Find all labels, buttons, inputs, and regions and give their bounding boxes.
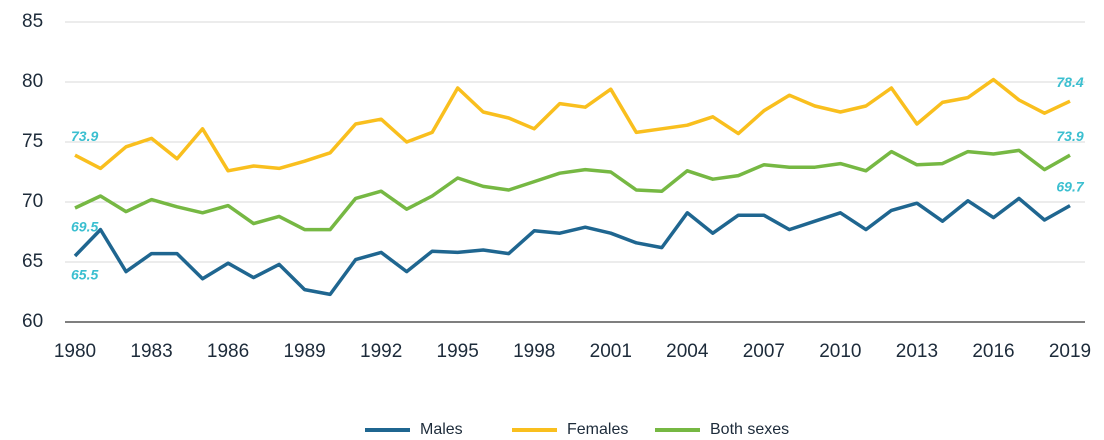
x-tick-label: 1983 <box>130 341 172 362</box>
value-label: 65.5 <box>71 267 98 283</box>
legend-label: Males <box>420 421 463 438</box>
series-line <box>74 148 1071 232</box>
x-tick-label: 1995 <box>437 341 479 362</box>
value-label: 78.4 <box>1056 74 1083 90</box>
x-tick-label: 2001 <box>590 341 632 362</box>
value-label: 73.9 <box>1056 128 1083 144</box>
x-tick-label: 1986 <box>207 341 249 362</box>
y-tick-label: 65 <box>22 251 43 272</box>
x-tick-label: 2010 <box>819 341 861 362</box>
value-label: 69.5 <box>71 219 98 235</box>
series-line <box>73 196 1071 297</box>
y-tick-label: 70 <box>22 191 43 212</box>
y-tick-label: 75 <box>22 131 43 152</box>
value-label: 69.7 <box>1056 178 1084 194</box>
y-tick-label: 60 <box>22 311 43 332</box>
y-tick-label: 80 <box>22 71 43 92</box>
x-tick-label: 2004 <box>666 341 709 362</box>
x-tick-label: 2007 <box>743 341 785 362</box>
x-tick-label: 1992 <box>360 341 402 362</box>
x-tick-label: 1980 <box>54 341 96 362</box>
legend-label: Both sexes <box>710 421 789 438</box>
x-tick-label: 2013 <box>896 341 938 362</box>
x-tick-label: 1998 <box>513 341 555 362</box>
y-tick-label: 85 <box>22 11 43 32</box>
series-line <box>74 77 1071 173</box>
x-tick-label: 2019 <box>1049 341 1091 362</box>
x-tick-label: 1989 <box>283 341 325 362</box>
legend-label: Females <box>567 421 628 438</box>
x-tick-label: 2016 <box>972 341 1014 362</box>
value-label: 73.9 <box>71 128 98 144</box>
